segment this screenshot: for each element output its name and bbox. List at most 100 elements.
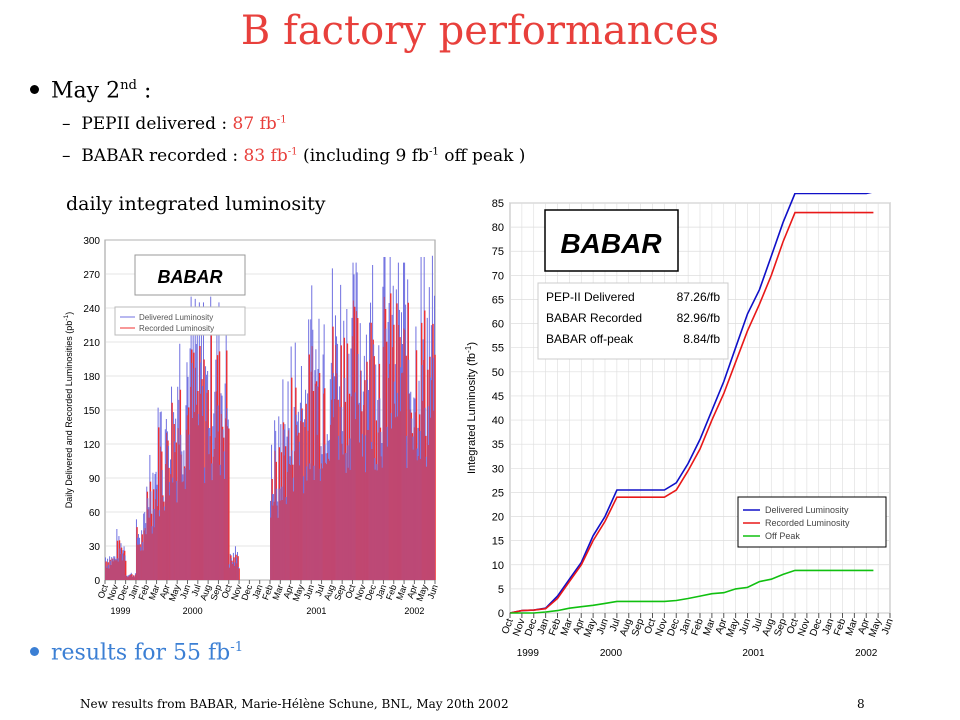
x-tick-label: Jan	[678, 617, 694, 636]
y-tick-label: 120	[83, 440, 100, 451]
x-tick-label: Jun	[178, 583, 192, 600]
legend-label: Recorded Luminosity	[765, 518, 850, 528]
year-label: 2002	[404, 606, 424, 616]
recorded-tail2: off peak )	[438, 146, 526, 166]
legend-label: Delivered Luminosity	[765, 505, 849, 515]
y-tick-label: 40	[492, 415, 504, 427]
totals-label: BABAR off-peak	[546, 332, 634, 346]
bullet-results-sup: -1	[230, 640, 244, 655]
x-tick-label: Jul	[608, 617, 623, 633]
delivered-prefix: PEPII delivered :	[81, 114, 233, 134]
x-tick-label: Mar	[394, 583, 409, 601]
legend-label: Off Peak	[765, 531, 800, 541]
delivered-sup: -1	[276, 114, 287, 126]
series-line-delivered-luminosity	[509, 193, 873, 614]
x-tick-label: Jul	[750, 617, 765, 633]
babar-logo: BABAR	[158, 267, 223, 287]
chart-caption: daily integrated luminosity	[66, 193, 326, 215]
legend-label-delivered: Delivered Luminosity	[139, 313, 213, 322]
x-tick-label: Oct	[500, 617, 516, 636]
y-tick-label: 300	[83, 236, 100, 247]
bullet-date-text: May 2	[51, 78, 121, 104]
totals-value: 8.84/fb	[683, 332, 720, 346]
dash-icon: –	[62, 114, 82, 134]
footer-text: New results from BABAR, Marie-Hélène Sch…	[80, 697, 509, 711]
logo-box	[134, 254, 246, 296]
y-tick-label: 85	[492, 198, 504, 210]
x-tick-label: Jun	[426, 583, 440, 600]
bullet-date: May 2nd :	[30, 78, 151, 103]
legend-label-recorded: Recorded Luminosity	[139, 324, 214, 333]
y-tick-label: 60	[492, 319, 504, 331]
y-tick-label: 90	[89, 474, 101, 485]
y-tick-label: 45	[492, 391, 504, 403]
x-tick-label: Jan	[374, 583, 388, 600]
y-tick-label: 5	[498, 584, 504, 596]
x-tick-label: Jul	[313, 583, 326, 597]
x-tick-label: Jan	[126, 583, 140, 600]
bullet-results-text: results for 55 fb	[51, 640, 231, 666]
series-line-off-peak	[510, 569, 874, 614]
y-tick-label: 75	[492, 246, 504, 258]
y-tick-label: 270	[83, 270, 100, 281]
year-label: 2000	[600, 648, 623, 659]
year-label: 2001	[306, 606, 326, 616]
x-tick-label: Jun	[737, 617, 753, 636]
bullet-icon	[30, 84, 39, 94]
daily-bars	[105, 255, 436, 580]
y-tick-label: 35	[492, 439, 504, 451]
x-tick-label: Apr	[281, 583, 295, 600]
x-tick-label: Oct	[643, 617, 659, 636]
x-tick-label: Jun	[880, 617, 896, 636]
x-tick-label: Jan	[821, 617, 837, 636]
x-tick-label: Apr	[856, 617, 872, 636]
y-axis-label: Integrated Luminosity (fb-1)	[464, 342, 478, 474]
y-axis-label: Daily Delivered and Recorded Luminositie…	[63, 312, 74, 509]
x-tick-label: Feb	[260, 583, 275, 601]
y-tick-label: 65	[492, 294, 504, 306]
x-tick-label: Oct	[219, 583, 233, 600]
totals-value: 87.26/fb	[677, 290, 721, 304]
bullet-date-sup: nd	[120, 78, 137, 93]
recorded-tail: (including 9 fb	[297, 146, 429, 166]
x-tick-label: Oct	[785, 617, 801, 636]
series-line-recorded-luminosity	[509, 211, 874, 614]
year-label: 2002	[855, 648, 878, 659]
recorded-value: 83 fb	[243, 146, 288, 166]
totals-value: 82.96/fb	[677, 311, 721, 325]
x-tick-label: Apr	[571, 617, 587, 636]
year-label: 1999	[517, 648, 540, 659]
y-tick-label: 240	[83, 304, 100, 315]
x-tick-label: Mar	[270, 583, 285, 601]
x-tick-label: Apr	[405, 583, 419, 600]
bullet-results: results for 55 fb-1	[30, 640, 243, 665]
logo-box	[544, 209, 679, 272]
babar-logo: BABAR	[560, 228, 662, 259]
dash-icon: –	[62, 146, 82, 166]
totals-label: PEP-II Delivered	[546, 290, 635, 304]
y-tick-label: 15	[492, 536, 504, 548]
x-tick-label: Apr	[158, 583, 172, 600]
y-tick-label: 210	[83, 338, 100, 349]
bullet-icon	[30, 646, 39, 656]
y-tick-label: 20	[492, 512, 504, 524]
y-tick-label: 0	[498, 608, 504, 620]
x-tick-label: Jun	[302, 583, 316, 600]
y-tick-label: 50	[492, 367, 504, 379]
x-tick-label: Oct	[343, 583, 357, 600]
bullet-date-tail: :	[137, 78, 152, 104]
x-tick-label: Apr	[714, 617, 730, 636]
daily-luminosity-chart: 0306090120150180210240270300OctNovDecJan…	[63, 236, 440, 616]
y-tick-label: 60	[89, 508, 101, 519]
sub-bullet-delivered: – PEPII delivered : 87 fb-1	[62, 114, 287, 134]
legend-box	[114, 306, 246, 336]
x-tick-label: Jun	[595, 617, 611, 636]
x-tick-label: Feb	[136, 583, 151, 601]
totals-box	[537, 282, 729, 360]
y-tick-label: 25	[492, 487, 504, 499]
y-tick-label: 0	[94, 576, 100, 587]
delivered-value: 87 fb	[232, 114, 277, 134]
x-tick-label: Mar	[147, 583, 162, 601]
x-tick-label: Jan	[250, 583, 264, 600]
y-tick-label: 150	[83, 406, 100, 417]
